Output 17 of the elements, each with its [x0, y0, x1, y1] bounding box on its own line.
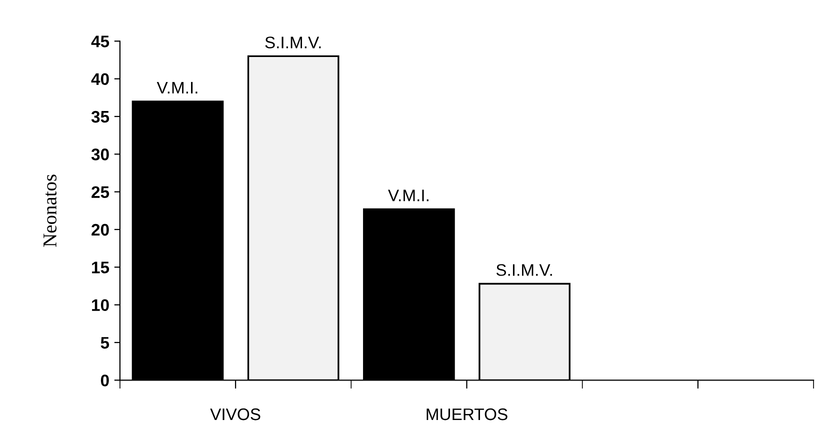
y-tick-label: 45: [91, 36, 110, 48]
y-tick-label: 25: [92, 186, 110, 198]
y-tick-label: 30: [91, 148, 109, 160]
y-tick-label: 40: [91, 73, 109, 86]
x-tick-label: VIVOS: [210, 408, 260, 420]
y-tick-label: 35: [91, 110, 110, 123]
y-tick-label: 15: [92, 262, 110, 274]
y-tick-label: 5: [100, 337, 110, 349]
x-tick-label: MUERTOS: [426, 408, 508, 420]
text: S.I.M.V.: [496, 264, 552, 276]
y-tick-label: 0: [100, 374, 109, 386]
y-axis-title: Neonatos: [44, 174, 56, 247]
series-label: V.M.I.: [156, 82, 198, 94]
y-tick-label: 20: [92, 224, 109, 236]
y-tick-label: 10: [92, 299, 109, 312]
text: V.M.I.: [388, 190, 428, 202]
series-label: S.I.M.V.: [265, 36, 321, 48]
